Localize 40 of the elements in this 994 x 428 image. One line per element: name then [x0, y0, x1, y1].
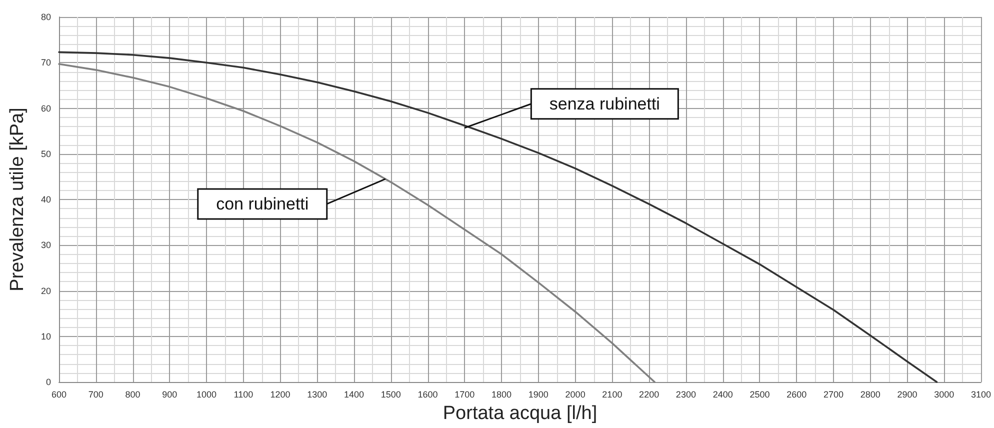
x-tick-label: 1600	[418, 390, 438, 400]
x-tick-label: 2000	[565, 390, 586, 400]
x-tick-label: 1300	[307, 390, 328, 400]
x-tick-label: 2300	[676, 390, 696, 400]
x-tick-label: 1800	[492, 390, 512, 400]
x-tick-label: 600	[51, 390, 67, 400]
annotation: con rubinetti	[216, 194, 309, 214]
x-tick-label: 2400	[712, 390, 733, 400]
x-tick-label: 2900	[897, 390, 918, 400]
x-tick-label: 1000	[196, 390, 217, 400]
y-tick-label: 70	[40, 58, 51, 68]
x-tick-label: 2800	[860, 390, 880, 400]
x-tick-label: 2100	[602, 390, 622, 400]
y-tick-label: 40	[40, 194, 51, 204]
y-tick-label: 50	[40, 148, 51, 159]
x-tick-label: 2700	[823, 390, 844, 400]
x-tick-label: 2600	[786, 390, 807, 400]
x-tick-label: 2200	[639, 390, 660, 400]
y-tick-label: 80	[40, 12, 51, 22]
x-tick-label: 1200	[270, 390, 290, 400]
x-tick-label: 3100	[970, 390, 992, 400]
x-tick-label: 1400	[344, 390, 364, 400]
line-series	[58, 51, 938, 383]
x-tick-label: 1100	[234, 390, 254, 400]
x-tick-label: 1700	[454, 390, 475, 400]
x-tick-label: 2500	[750, 390, 770, 400]
x-tick-label: 700	[88, 390, 104, 400]
x-tick-label: 900	[162, 390, 178, 400]
annotation: senza rubinetti	[549, 94, 660, 114]
y-tick-label: 10	[40, 331, 51, 342]
x-axis-title: Portata acqua [l/h]	[442, 403, 598, 424]
y-axis-title: Prevalenza utile [kPa]	[7, 108, 28, 292]
y-tick-label: 30	[40, 240, 51, 250]
x-tick-label: 3000	[934, 390, 954, 400]
x-tick-label: 1500	[380, 390, 401, 400]
y-tick-label: 20	[40, 286, 51, 296]
x-tick-label: 800	[125, 390, 140, 400]
y-tick-label: 60	[40, 103, 51, 114]
x-tick-label: 1900	[528, 390, 548, 400]
y-tick-label: 0	[46, 377, 51, 387]
